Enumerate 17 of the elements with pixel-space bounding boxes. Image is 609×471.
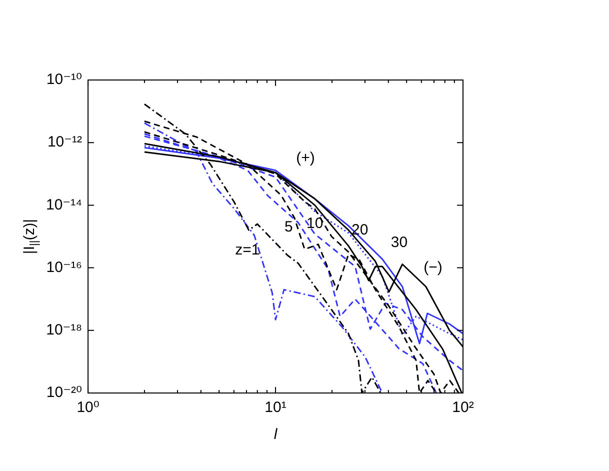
annotation: 20 xyxy=(352,221,368,238)
x-tick-label: 10⁰ xyxy=(76,399,100,416)
x-axis-title: l xyxy=(274,426,278,444)
annotation: 5 xyxy=(284,218,293,236)
annotation: z=1 xyxy=(235,242,260,259)
y-tick-label: 10⁻¹⁰ xyxy=(46,71,82,88)
annotation: (−) xyxy=(424,258,442,276)
y-axis-title: |I||(z)| xyxy=(21,218,41,254)
annotation: 30 xyxy=(390,234,408,251)
annotation: (+) xyxy=(296,149,315,166)
y-tick-label: 10⁻¹² xyxy=(47,134,82,151)
y-tick-label: 10⁻¹⁶ xyxy=(46,258,82,276)
x-tick-label: 10² xyxy=(452,399,474,416)
y-tick-label: 10⁻²⁰ xyxy=(46,384,82,402)
y-tick-label: 10⁻¹⁴ xyxy=(46,196,82,214)
x-tick-label: 10¹ xyxy=(264,399,286,416)
y-tick-label: 10⁻¹⁸ xyxy=(46,322,82,339)
